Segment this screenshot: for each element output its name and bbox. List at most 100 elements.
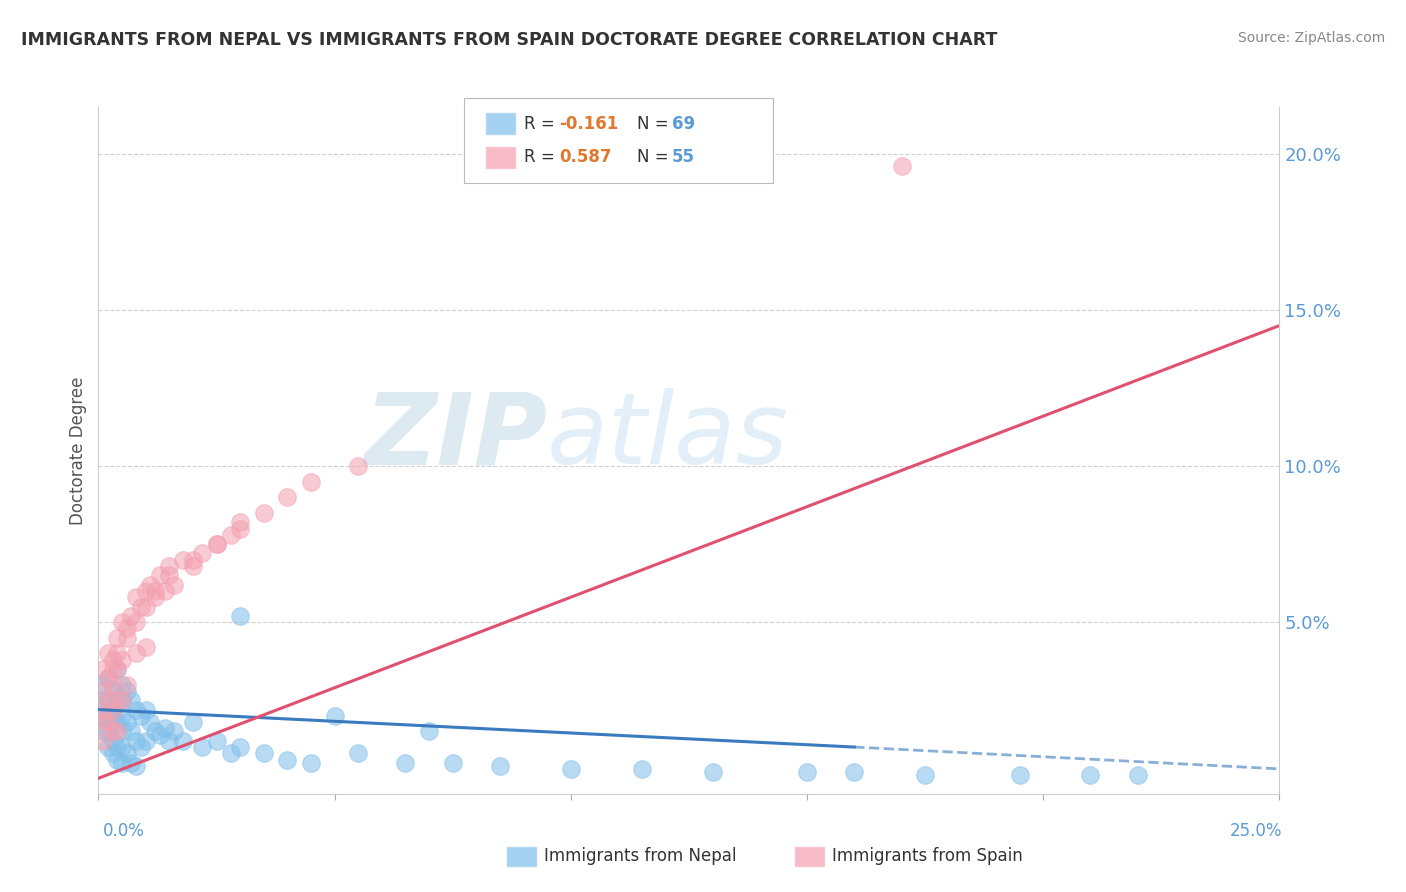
- Point: [125, 758, 148, 772]
- Point: [101, 683, 124, 698]
- Text: IMMIGRANTS FROM NEPAL VS IMMIGRANTS FROM SPAIN DOCTORATE DEGREE CORRELATION CHAR: IMMIGRANTS FROM NEPAL VS IMMIGRANTS FROM…: [21, 31, 997, 49]
- Point: [111, 615, 134, 630]
- Point: [323, 708, 346, 723]
- Point: [630, 762, 652, 776]
- Point: [299, 475, 322, 489]
- Point: [153, 721, 176, 735]
- Point: [702, 765, 724, 780]
- Point: [418, 724, 440, 739]
- Point: [560, 762, 582, 776]
- Point: [115, 746, 138, 760]
- Point: [157, 558, 180, 573]
- Point: [394, 756, 416, 770]
- Point: [115, 678, 138, 692]
- Point: [121, 693, 143, 707]
- Point: [115, 621, 138, 635]
- Point: [91, 703, 114, 717]
- Point: [105, 715, 128, 730]
- Point: [105, 693, 128, 707]
- Text: Immigrants from Nepal: Immigrants from Nepal: [544, 847, 737, 865]
- Point: [181, 558, 204, 573]
- Point: [97, 740, 120, 755]
- Point: [101, 703, 124, 717]
- Point: [890, 159, 912, 173]
- Point: [97, 646, 120, 660]
- Point: [129, 599, 152, 614]
- Point: [205, 537, 228, 551]
- Point: [91, 693, 114, 707]
- Point: [796, 765, 818, 780]
- Point: [121, 724, 143, 739]
- Point: [105, 662, 128, 676]
- Point: [91, 708, 114, 723]
- Point: [143, 583, 166, 598]
- Point: [91, 683, 114, 698]
- Point: [129, 708, 152, 723]
- Point: [205, 537, 228, 551]
- Text: 0.587: 0.587: [560, 148, 612, 166]
- Point: [97, 693, 120, 707]
- Point: [157, 568, 180, 582]
- Text: atlas: atlas: [547, 388, 789, 485]
- Point: [163, 578, 186, 592]
- Point: [101, 724, 124, 739]
- Point: [105, 740, 128, 755]
- Point: [121, 608, 143, 623]
- Point: [253, 506, 276, 520]
- Point: [441, 756, 464, 770]
- Point: [101, 746, 124, 760]
- Point: [276, 490, 298, 504]
- Text: Immigrants from Spain: Immigrants from Spain: [832, 847, 1024, 865]
- Point: [219, 746, 242, 760]
- Text: 55: 55: [672, 148, 695, 166]
- Point: [191, 546, 214, 561]
- Text: N =: N =: [637, 148, 673, 166]
- Point: [229, 515, 252, 529]
- Point: [276, 753, 298, 767]
- Point: [105, 724, 128, 739]
- Point: [111, 653, 134, 667]
- Point: [143, 591, 166, 605]
- Point: [125, 591, 148, 605]
- Point: [191, 740, 214, 755]
- Point: [135, 599, 157, 614]
- Point: [111, 693, 134, 707]
- Point: [101, 662, 124, 676]
- Point: [105, 631, 128, 645]
- Point: [139, 578, 162, 592]
- Point: [97, 693, 120, 707]
- Point: [111, 724, 134, 739]
- Text: 69: 69: [672, 115, 695, 133]
- Point: [97, 671, 120, 685]
- Point: [125, 703, 148, 717]
- Text: ZIP: ZIP: [364, 388, 547, 485]
- Point: [844, 765, 866, 780]
- Point: [111, 678, 134, 692]
- Point: [172, 552, 194, 567]
- Point: [153, 583, 176, 598]
- Point: [101, 715, 124, 730]
- Text: N =: N =: [637, 115, 673, 133]
- Point: [1126, 768, 1149, 782]
- Point: [181, 715, 204, 730]
- Point: [489, 758, 512, 772]
- Text: 0.0%: 0.0%: [103, 822, 145, 840]
- Point: [229, 740, 252, 755]
- Point: [115, 631, 138, 645]
- Point: [135, 703, 157, 717]
- Point: [143, 724, 166, 739]
- Point: [149, 568, 172, 582]
- Y-axis label: Doctorate Degree: Doctorate Degree: [69, 376, 87, 524]
- Point: [101, 678, 124, 692]
- Point: [172, 733, 194, 747]
- Point: [129, 740, 152, 755]
- Text: R =: R =: [524, 115, 561, 133]
- Point: [91, 715, 114, 730]
- Text: Source: ZipAtlas.com: Source: ZipAtlas.com: [1237, 31, 1385, 45]
- Point: [1008, 768, 1031, 782]
- Point: [135, 640, 157, 655]
- Point: [97, 708, 120, 723]
- Point: [205, 733, 228, 747]
- Point: [105, 662, 128, 676]
- Point: [914, 768, 936, 782]
